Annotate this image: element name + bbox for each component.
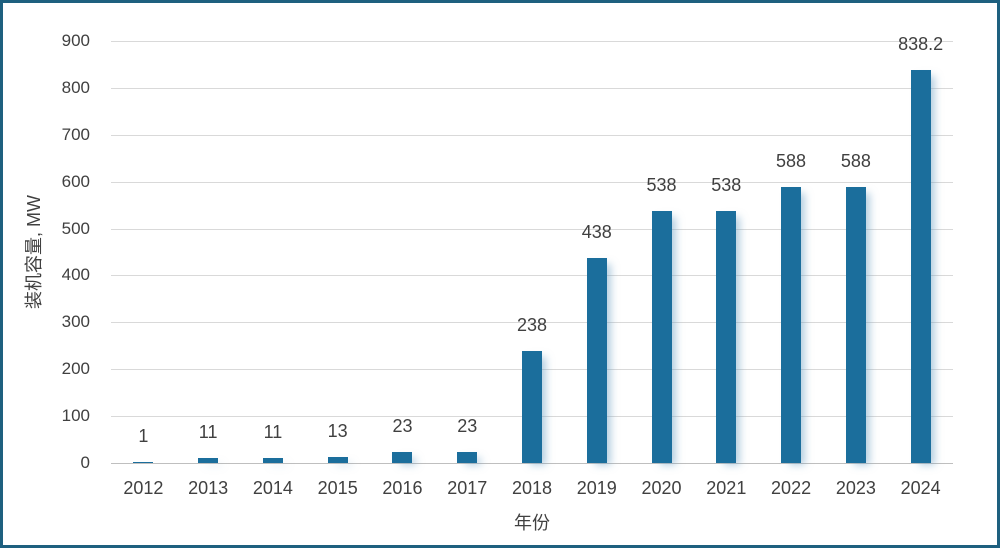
y-tick-label: 200 (61, 359, 90, 379)
x-tick-label: 2014 (252, 478, 293, 498)
x-tick-label: 2020 (641, 478, 682, 498)
y-tick-label: 500 (61, 218, 90, 238)
x-tick-label: 2017 (447, 478, 488, 498)
bar-value-label: 23 (457, 416, 478, 437)
y-tick-label: 600 (61, 171, 90, 191)
bar (586, 257, 607, 463)
bar-value-label: 438 (581, 221, 612, 242)
y-tick-label: 100 (61, 406, 90, 426)
y-tick-label: 900 (61, 31, 90, 50)
bar (716, 210, 737, 463)
x-tick-label: 2016 (382, 478, 423, 498)
bar (457, 452, 478, 463)
gridline (111, 275, 953, 277)
x-tick-label: 2022 (771, 478, 812, 498)
y-axis-title: 装机容量, MW (24, 195, 44, 309)
bar (651, 210, 672, 463)
bar-value-label: 13 (327, 420, 348, 441)
bar (522, 351, 542, 463)
gridline (111, 181, 953, 183)
y-tick-label: 800 (61, 77, 90, 97)
bar (327, 456, 348, 463)
x-axis-title: 年份 (514, 513, 550, 533)
x-tick-label: 2021 (706, 478, 747, 498)
bar-value-label: 838.2 (898, 33, 944, 54)
bar-value-label: 11 (263, 421, 283, 442)
gridline (111, 87, 953, 89)
bar (781, 187, 802, 463)
x-tick-label: 2024 (900, 478, 941, 498)
bar (198, 457, 219, 463)
x-tick-label: 2015 (317, 478, 358, 498)
x-axis-line (111, 463, 953, 464)
x-tick-label: 2012 (123, 478, 164, 498)
bar-value-label: 1 (138, 425, 149, 446)
y-tick-label: 700 (61, 124, 90, 144)
gridline (111, 228, 953, 230)
x-tick-label: 2023 (835, 478, 876, 498)
gridline (111, 41, 953, 42)
bar-value-label: 538 (711, 174, 742, 195)
y-tick-label: 0 (80, 453, 90, 472)
bar-value-label: 11 (198, 421, 218, 442)
y-tick-label: 300 (61, 312, 90, 332)
bar-value-label: 238 (516, 315, 548, 336)
bar (845, 187, 866, 463)
gridline (111, 134, 953, 136)
bar (910, 69, 931, 463)
bar (133, 461, 154, 463)
bar (392, 452, 413, 463)
bar-value-label: 588 (776, 151, 807, 172)
x-tick-label: 2019 (576, 478, 617, 498)
bar-value-label: 588 (840, 151, 871, 172)
bar (262, 457, 283, 463)
x-tick-label: 2013 (188, 478, 229, 498)
x-tick-label: 2018 (511, 478, 553, 498)
bar-value-label: 538 (646, 174, 677, 195)
bar-value-label: 23 (392, 416, 413, 437)
y-tick-label: 400 (61, 265, 90, 285)
